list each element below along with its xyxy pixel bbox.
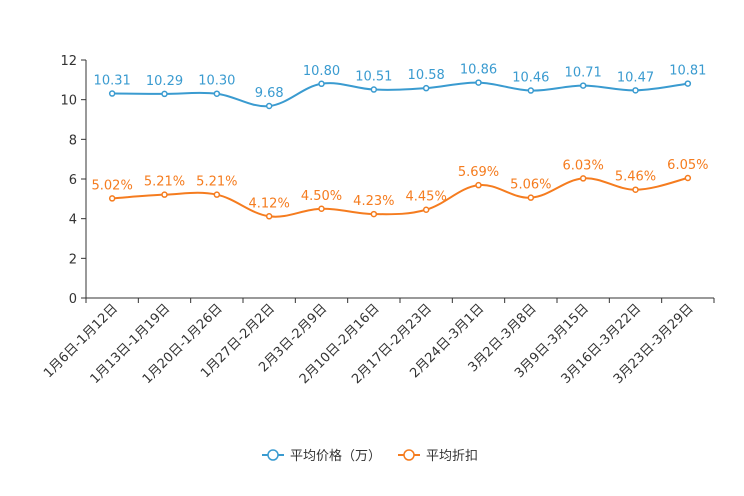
data-point <box>475 79 482 86</box>
data-point <box>213 191 221 198</box>
data-point <box>370 86 378 93</box>
data-point <box>213 90 221 97</box>
data-point <box>370 210 378 218</box>
data-point <box>161 191 168 198</box>
data-label: 10.58 <box>408 68 445 83</box>
data-label: 5.69% <box>458 165 499 180</box>
chart-series: 10.31 10.29 10.30 9.68 10.80 10.51 10.58 10.86 1… <box>92 63 708 220</box>
data-label: 10.47 <box>617 70 654 85</box>
data-label: 5.21% <box>144 175 185 190</box>
legend-item-avg-price[interactable]: 平均价格（万） <box>262 448 381 464</box>
data-point <box>318 80 325 88</box>
data-point <box>579 82 587 89</box>
data-point <box>684 174 692 182</box>
data-label: 4.23% <box>353 194 394 209</box>
data-label: 10.31 <box>94 74 131 89</box>
data-point <box>475 181 482 189</box>
chart-legend: 平均价格（万） 平均折扣 <box>262 448 478 464</box>
data-label: 5.02% <box>92 178 133 193</box>
series-avg-price: 10.31 10.29 10.30 9.68 10.80 10.51 10.58 10.86 1… <box>94 63 706 110</box>
data-point <box>422 206 430 213</box>
legend-item-avg-discount[interactable]: 平均折扣 <box>398 449 478 464</box>
legend-marker-icon <box>267 449 279 461</box>
data-point <box>161 90 168 98</box>
chart-axes: 0246810121月6日-1月12日1月13日-1月19日1月20日-1月26… <box>41 54 715 387</box>
data-label: 6.05% <box>667 158 708 173</box>
data-label: 10.29 <box>146 74 183 89</box>
data-label: 10.46 <box>512 71 549 86</box>
y-tick-label: 8 <box>69 133 77 148</box>
data-label: 5.21% <box>196 175 237 190</box>
y-tick-label: 12 <box>60 54 77 69</box>
legend-label: 平均价格（万） <box>290 448 381 464</box>
series-line <box>112 177 689 218</box>
data-point <box>265 213 273 220</box>
data-label: 10.80 <box>303 64 340 79</box>
data-label: 10.51 <box>355 70 392 85</box>
data-point <box>108 90 116 97</box>
data-point <box>265 102 273 110</box>
data-label: 9.68 <box>255 86 284 101</box>
data-label: 4.50% <box>301 189 342 204</box>
data-point <box>108 195 116 202</box>
data-point <box>632 87 639 94</box>
legend-label: 平均折扣 <box>426 449 478 464</box>
data-label: 5.06% <box>510 178 551 193</box>
data-point <box>684 80 692 87</box>
data-label: 10.30 <box>198 74 235 89</box>
data-point <box>632 186 639 193</box>
y-tick-label: 2 <box>69 252 77 267</box>
data-label: 4.12% <box>249 196 290 211</box>
data-point <box>527 87 535 94</box>
data-point <box>422 84 430 92</box>
data-label: 10.86 <box>460 63 497 78</box>
data-label: 10.71 <box>565 66 602 81</box>
data-label: 4.45% <box>406 190 447 205</box>
data-point <box>579 175 587 182</box>
data-point <box>527 194 535 201</box>
series-avg-discount: 5.02% 5.21% 5.21% 4.12% 4.50% 4.23% 4.45% 5.69%… <box>92 158 708 220</box>
data-point <box>318 205 325 212</box>
y-tick-label: 4 <box>69 213 77 228</box>
data-label: 5.46% <box>615 170 656 185</box>
y-tick-label: 6 <box>69 173 77 188</box>
data-label: 10.81 <box>669 64 706 79</box>
y-tick-label: 0 <box>69 292 77 307</box>
data-label: 6.03% <box>563 158 604 173</box>
y-tick-label: 10 <box>60 94 77 109</box>
series-line <box>112 81 688 108</box>
legend-marker-icon <box>403 449 415 461</box>
